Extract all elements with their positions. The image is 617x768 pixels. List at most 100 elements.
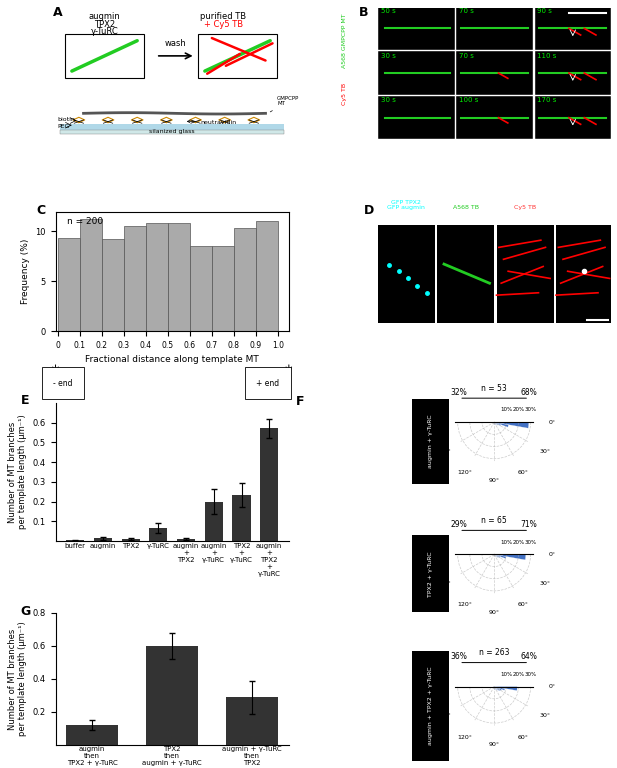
Bar xyxy=(493,687,494,688)
Bar xyxy=(494,416,529,422)
Bar xyxy=(177,539,195,541)
Bar xyxy=(457,51,533,94)
Bar xyxy=(80,220,102,331)
Bar xyxy=(234,228,255,331)
Bar xyxy=(190,247,212,331)
Y-axis label: Number of MT branches
per template length (μm⁻¹): Number of MT branches per template lengt… xyxy=(7,415,27,529)
Bar xyxy=(212,247,234,331)
Bar xyxy=(149,528,167,541)
Text: Cy5 TB: Cy5 TB xyxy=(514,205,536,210)
Text: A: A xyxy=(53,6,63,19)
Bar xyxy=(66,540,84,541)
Bar xyxy=(493,686,494,687)
Bar xyxy=(493,685,494,687)
Text: 32%: 32% xyxy=(451,388,468,396)
Bar xyxy=(378,96,455,140)
Bar xyxy=(494,554,495,556)
Bar xyxy=(494,422,501,426)
Text: + Cy5 TB: + Cy5 TB xyxy=(204,19,243,28)
Text: biotin: biotin xyxy=(58,118,76,122)
Text: C: C xyxy=(37,204,46,217)
Text: 30 s: 30 s xyxy=(381,98,395,103)
Text: B: B xyxy=(359,6,368,19)
Bar xyxy=(494,554,499,558)
Text: A568 GMPCPP MT: A568 GMPCPP MT xyxy=(342,13,347,68)
Bar xyxy=(494,687,498,690)
Bar xyxy=(494,554,526,560)
Bar xyxy=(534,96,611,140)
Bar xyxy=(494,553,495,554)
Bar xyxy=(493,687,494,688)
Bar xyxy=(260,429,278,541)
Text: n = 200: n = 200 xyxy=(67,217,103,227)
Bar xyxy=(494,554,495,556)
Bar xyxy=(146,223,168,331)
Bar xyxy=(205,502,223,541)
Text: 170 s: 170 s xyxy=(537,98,557,103)
Bar xyxy=(494,687,505,690)
Text: 30 s: 30 s xyxy=(381,52,395,58)
Text: E: E xyxy=(20,395,29,408)
Bar xyxy=(494,422,529,429)
Text: augmin + γ-TuRC: augmin + γ-TuRC xyxy=(428,415,433,468)
Bar xyxy=(494,682,500,687)
Bar xyxy=(494,422,495,424)
Bar xyxy=(494,420,495,422)
Bar xyxy=(457,7,533,50)
Text: - end: - end xyxy=(53,379,73,388)
Text: 50 s: 50 s xyxy=(381,8,395,14)
Text: n = 65: n = 65 xyxy=(481,516,507,525)
Text: γ-TuRC: γ-TuRC xyxy=(91,28,118,37)
Text: 68%: 68% xyxy=(521,388,537,396)
Bar xyxy=(493,685,494,687)
Bar xyxy=(124,227,146,331)
Bar xyxy=(494,417,508,422)
Bar xyxy=(94,538,112,541)
Bar xyxy=(494,553,495,554)
Text: 36%: 36% xyxy=(451,652,468,661)
Bar xyxy=(534,51,611,94)
Bar xyxy=(494,419,495,422)
Bar xyxy=(534,7,611,50)
Text: F: F xyxy=(296,395,304,408)
Text: D: D xyxy=(363,204,374,217)
Bar xyxy=(494,554,506,558)
Text: 64%: 64% xyxy=(521,652,537,661)
Text: PEG: PEG xyxy=(58,124,70,129)
Bar xyxy=(378,225,434,323)
Text: A568 TB: A568 TB xyxy=(453,205,479,210)
Bar xyxy=(102,240,123,331)
Bar xyxy=(494,552,495,554)
Bar xyxy=(494,422,497,425)
Bar xyxy=(494,683,505,687)
Bar xyxy=(256,221,278,331)
Text: 110 s: 110 s xyxy=(537,52,557,58)
Bar xyxy=(494,684,497,687)
Text: n = 263: n = 263 xyxy=(479,648,510,657)
Text: augmin: augmin xyxy=(89,12,120,21)
Bar xyxy=(457,96,533,140)
Bar xyxy=(493,686,494,687)
Text: 70 s: 70 s xyxy=(458,52,474,58)
X-axis label: Fractional distance along template MT: Fractional distance along template MT xyxy=(85,356,259,364)
Bar xyxy=(494,687,496,690)
Bar xyxy=(494,422,495,425)
Bar xyxy=(494,554,497,557)
Bar xyxy=(494,687,500,691)
FancyBboxPatch shape xyxy=(198,34,277,78)
Text: G: G xyxy=(20,605,31,618)
Text: neutravidin: neutravidin xyxy=(188,120,236,124)
Text: TPX2 + γ-TuRC: TPX2 + γ-TuRC xyxy=(428,551,433,597)
Bar xyxy=(494,687,495,690)
Text: wash: wash xyxy=(165,39,186,48)
Text: 71%: 71% xyxy=(521,520,537,529)
Y-axis label: Frequency (%): Frequency (%) xyxy=(21,239,30,304)
Text: silanized glass: silanized glass xyxy=(149,129,195,134)
Bar xyxy=(122,539,139,541)
Bar xyxy=(494,550,506,554)
Text: GFP TPX2
GFP augmin: GFP TPX2 GFP augmin xyxy=(387,200,425,210)
Bar xyxy=(494,419,501,422)
Bar xyxy=(378,7,455,50)
Bar xyxy=(58,238,80,331)
Bar xyxy=(378,51,455,94)
